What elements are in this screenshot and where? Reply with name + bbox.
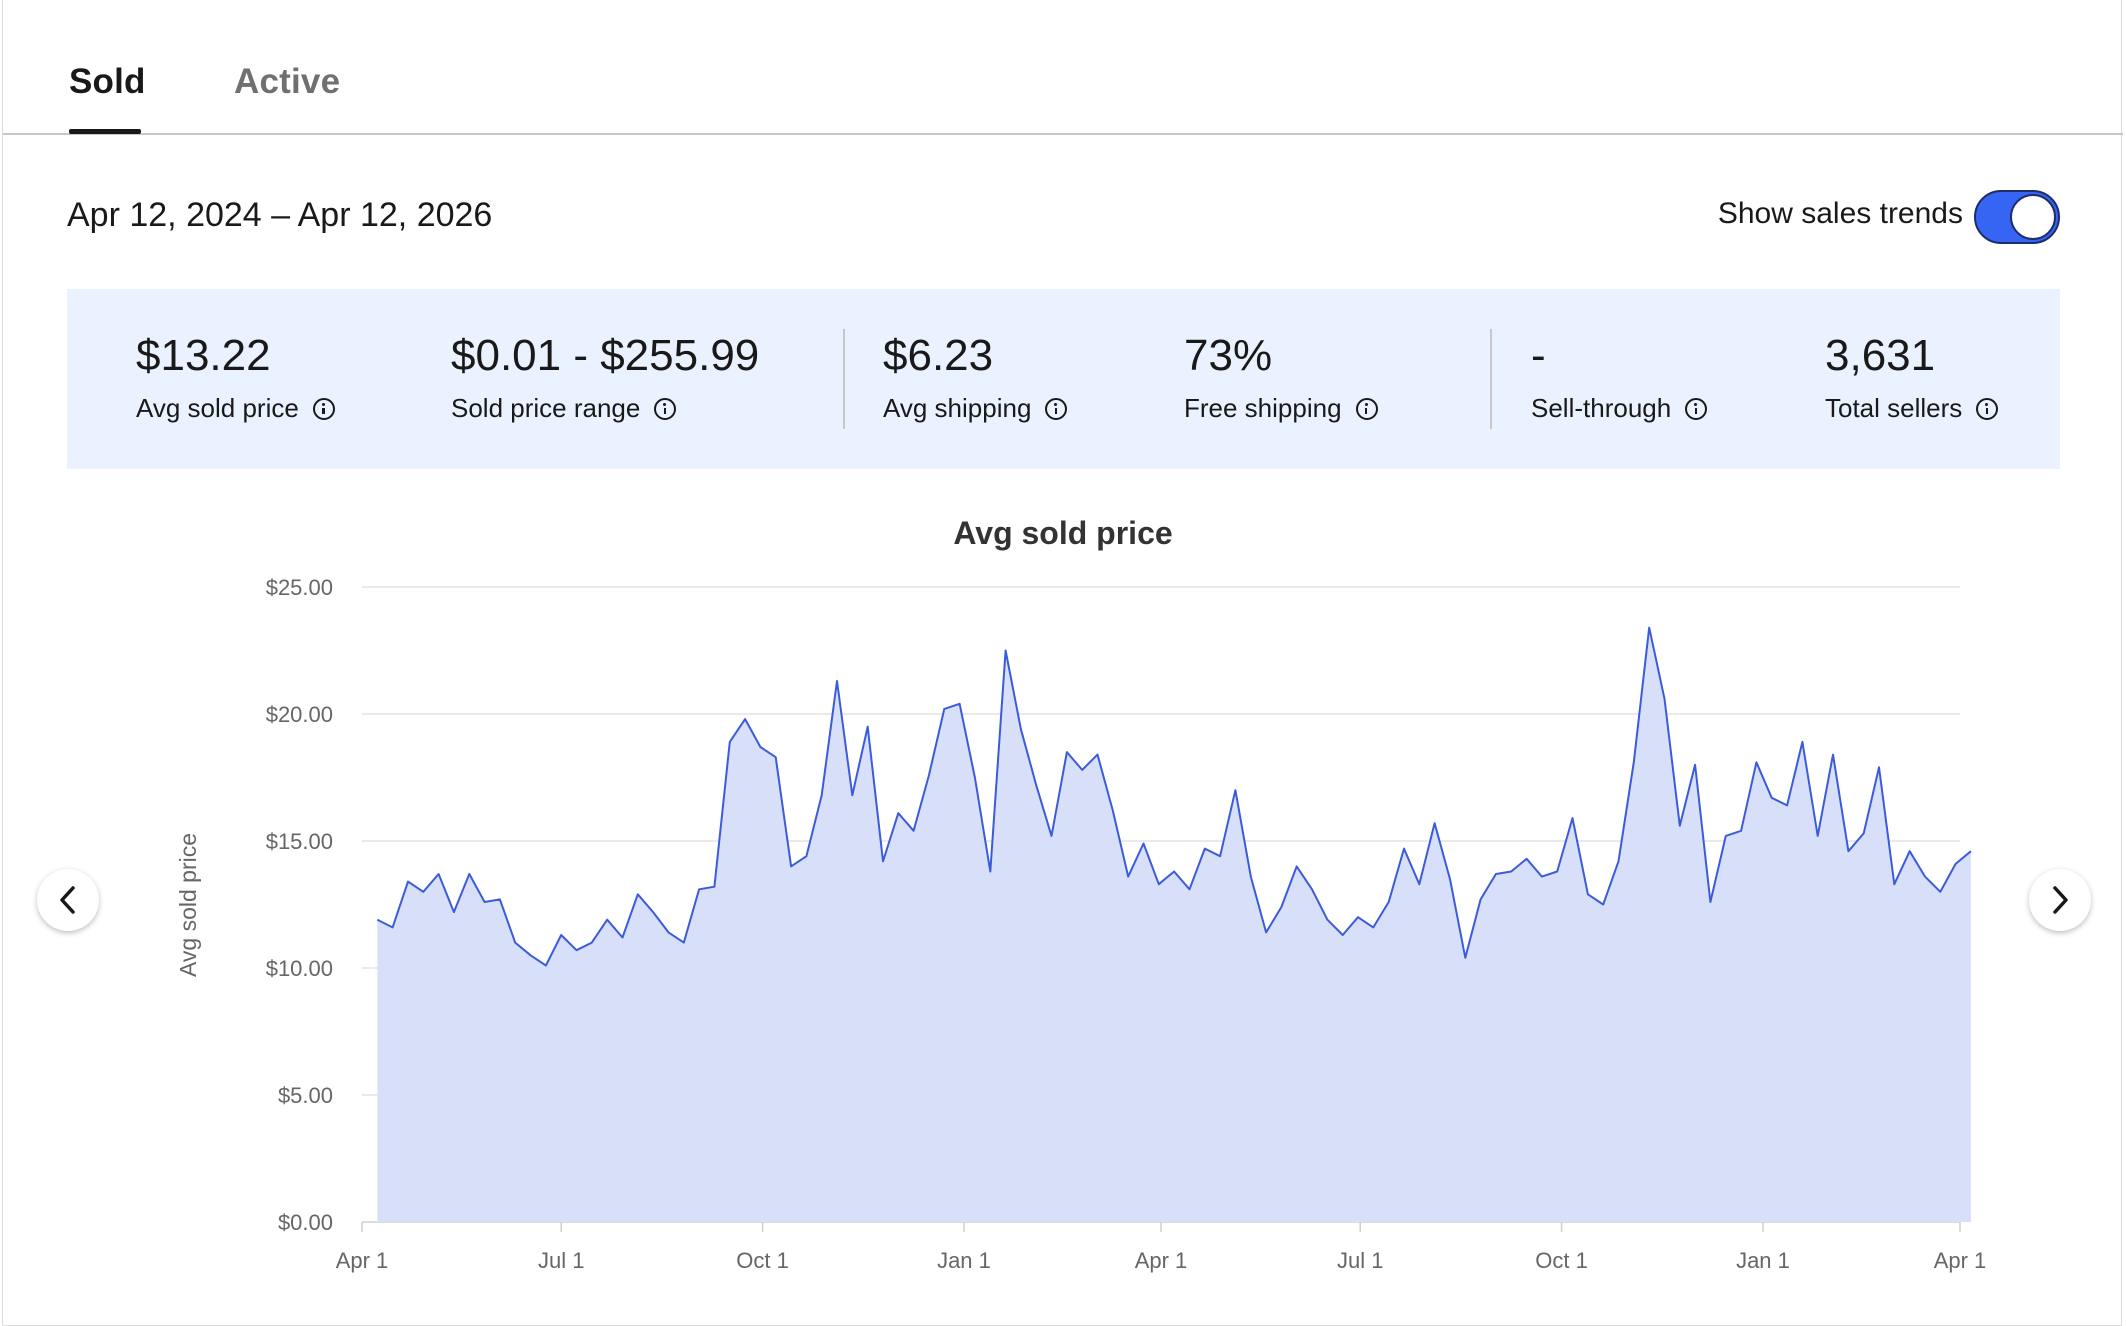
sales-trends-toggle[interactable] <box>1974 190 2060 244</box>
x-tick-label: Apr 1 <box>336 1248 389 1273</box>
stat-sold-price-range: $0.01 - $255.99 Sold price range <box>451 331 759 424</box>
info-icon[interactable] <box>1976 397 1999 420</box>
info-icon[interactable] <box>654 397 677 420</box>
x-tick-label: Jul 1 <box>1337 1248 1383 1273</box>
y-tick-label: $20.00 <box>266 702 333 727</box>
divider <box>843 329 845 429</box>
toggle-knob <box>2010 194 2056 240</box>
x-tick-label: Jul 1 <box>538 1248 584 1273</box>
tab-bar: Sold Active <box>3 0 2123 135</box>
y-tick-label: $0.00 <box>278 1210 333 1235</box>
stat-label: Avg shipping <box>883 393 1032 423</box>
info-icon[interactable] <box>1045 397 1068 420</box>
stat-value: 3,631 <box>1825 331 1936 380</box>
tab-active[interactable]: Active <box>234 62 341 101</box>
selected-tab-indicator <box>69 129 141 134</box>
stat-value: $13.22 <box>136 331 271 380</box>
x-tick-label: Apr 1 <box>1934 1248 1987 1273</box>
stat-label: Sell-through <box>1531 393 1672 423</box>
y-tick-label: $15.00 <box>266 829 333 854</box>
y-tick-label: $25.00 <box>266 575 333 600</box>
chevron-right-icon <box>2053 886 2068 914</box>
date-range: Apr 12, 2024 – Apr 12, 2026 <box>67 196 493 234</box>
info-icon[interactable] <box>1685 397 1708 420</box>
series-area <box>377 627 1971 1222</box>
divider <box>1490 329 1492 429</box>
stat-avg-sold-price: $13.22 Avg sold price <box>136 331 335 424</box>
stat-label: Avg sold price <box>136 393 299 423</box>
y-tick-label: $5.00 <box>278 1083 333 1108</box>
x-tick-label: Jan 1 <box>1736 1248 1790 1273</box>
stat-label: Total sellers <box>1825 393 1963 423</box>
y-axis-title: Avg sold price <box>175 833 201 977</box>
next-button[interactable] <box>2029 869 2091 931</box>
series-line <box>376 626 1972 967</box>
chevron-left-icon <box>60 886 75 914</box>
x-tick-label: Apr 1 <box>1135 1248 1188 1273</box>
stat-value: $6.23 <box>883 331 994 380</box>
x-tick-label: Oct 1 <box>736 1248 789 1273</box>
tab-sold[interactable]: Sold <box>69 62 146 101</box>
x-tick-label: Jan 1 <box>937 1248 991 1273</box>
stat-label: Sold price range <box>451 393 641 423</box>
stat-sell-through: - Sell-through <box>1531 331 1708 424</box>
stat-value: - <box>1531 331 1546 380</box>
info-icon[interactable] <box>312 397 335 420</box>
y-tick-label: $10.00 <box>266 956 333 981</box>
stats-summary: $13.22 Avg sold price $0.01 - $255.99 So… <box>67 289 2060 469</box>
stat-free-shipping: 73% Free shipping <box>1184 331 1378 424</box>
previous-button[interactable] <box>37 869 99 931</box>
info-icon[interactable] <box>1355 397 1378 420</box>
stat-avg-shipping: $6.23 Avg shipping <box>883 331 1068 424</box>
stat-value: $0.01 - $255.99 <box>451 331 760 380</box>
sales-trends-label: Show sales trends <box>1717 197 1963 230</box>
x-tick-label: Oct 1 <box>1535 1248 1588 1273</box>
chart-title: Avg sold price <box>953 515 1173 551</box>
stat-value: 73% <box>1184 331 1273 380</box>
stat-total-sellers: 3,631 Total sellers <box>1825 331 1999 424</box>
stat-label: Free shipping <box>1184 393 1342 423</box>
